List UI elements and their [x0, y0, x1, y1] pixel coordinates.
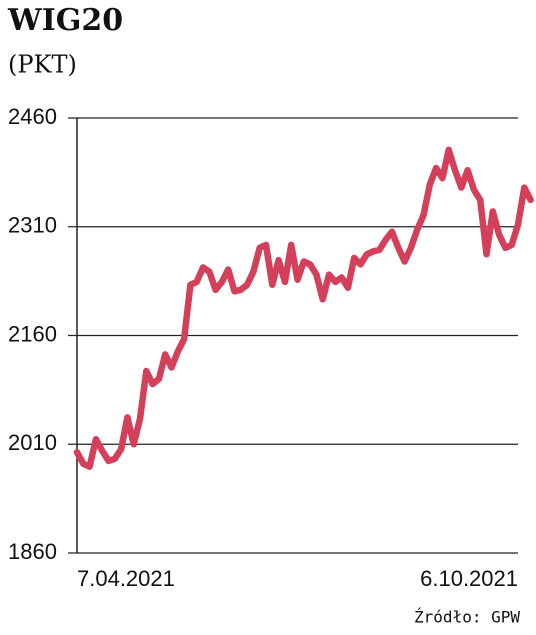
- chart-title: WIG20: [7, 3, 123, 38]
- y-tick-label: 2010: [8, 430, 57, 455]
- x-tick-label: 6.10.2021: [420, 566, 518, 591]
- y-tick-label: 2160: [8, 321, 57, 346]
- y-tick-label: 2460: [8, 104, 57, 129]
- chart-subtitle: (PKT): [8, 51, 77, 79]
- x-tick-label: 7.04.2021: [77, 566, 175, 591]
- data-line: [73, 146, 534, 470]
- y-tick-label: 2310: [8, 213, 57, 238]
- source: Źródło: GPW: [414, 608, 520, 627]
- y-tick-label: 1860: [8, 539, 57, 564]
